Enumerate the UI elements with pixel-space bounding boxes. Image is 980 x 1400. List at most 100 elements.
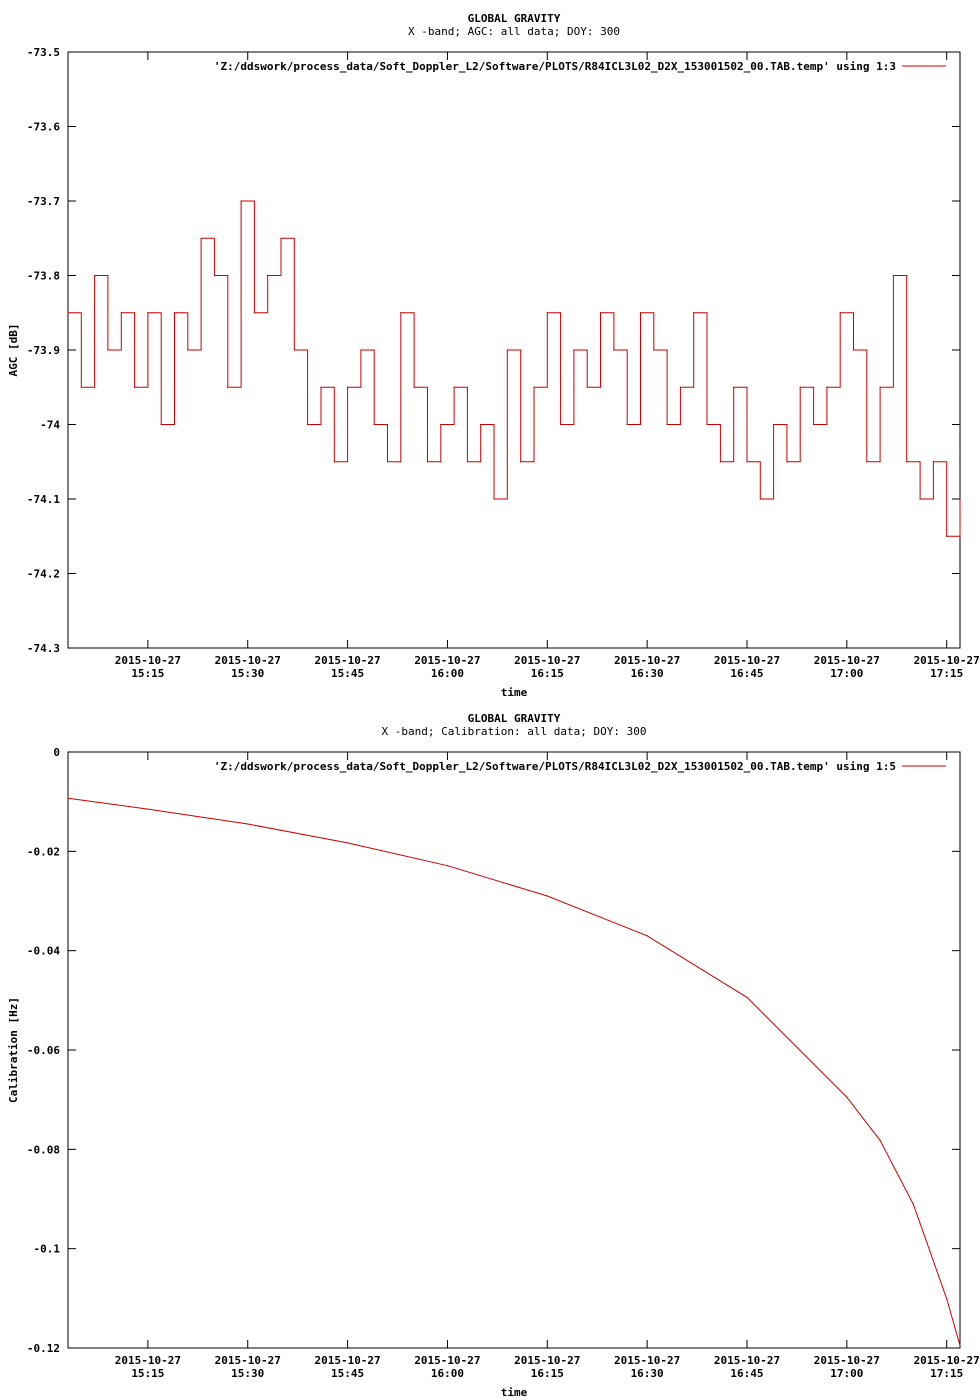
y-tick-label: -74.1 bbox=[27, 493, 60, 506]
data-point bbox=[879, 1139, 881, 1141]
chart-subtitle: X -band; Calibration: all data; DOY: 300 bbox=[382, 725, 647, 738]
y-tick-label: -74.2 bbox=[27, 568, 60, 581]
data-point bbox=[247, 823, 249, 825]
y-tick-label: -0.12 bbox=[27, 1342, 60, 1355]
data-point bbox=[846, 1096, 848, 1098]
data-point bbox=[573, 349, 575, 351]
x-tick-time: 15:45 bbox=[331, 1367, 364, 1380]
x-tick-date: 2015-10-27 bbox=[714, 1354, 780, 1367]
x-tick-time: 16:30 bbox=[631, 1367, 664, 1380]
data-point bbox=[959, 498, 961, 500]
data-point bbox=[307, 423, 309, 426]
data-point bbox=[546, 895, 548, 897]
data-point bbox=[426, 461, 429, 463]
x-tick-date: 2015-10-27 bbox=[814, 1354, 880, 1367]
data-point bbox=[267, 274, 269, 277]
data-point bbox=[559, 423, 562, 426]
data-point bbox=[912, 1203, 915, 1206]
y-axis-label: Calibration [Hz] bbox=[7, 997, 20, 1103]
data-point bbox=[213, 274, 216, 277]
data-point bbox=[599, 312, 602, 314]
data-point bbox=[773, 423, 775, 426]
x-tick-date: 2015-10-27 bbox=[914, 1354, 980, 1367]
y-tick-label: -74 bbox=[40, 419, 60, 432]
series-line bbox=[67, 797, 961, 1346]
data-point bbox=[453, 386, 455, 388]
x-tick-time: 16:15 bbox=[531, 1367, 564, 1380]
data-point bbox=[679, 386, 682, 388]
x-tick-time: 16:45 bbox=[730, 1367, 763, 1380]
x-tick-time: 15:45 bbox=[331, 667, 364, 680]
data-point bbox=[613, 349, 615, 351]
data-point bbox=[386, 461, 389, 463]
x-tick-date: 2015-10-27 bbox=[514, 1354, 580, 1367]
data-point bbox=[147, 312, 149, 314]
data-point bbox=[67, 312, 69, 314]
x-tick-time: 16:30 bbox=[631, 667, 664, 680]
y-tick-label: -73.6 bbox=[27, 121, 60, 134]
data-point bbox=[852, 349, 855, 351]
x-tick-date: 2015-10-27 bbox=[514, 654, 580, 667]
data-point bbox=[333, 461, 335, 463]
data-point bbox=[107, 349, 109, 351]
y-tick-label: -74.3 bbox=[27, 642, 60, 655]
y-tick-label: -73.5 bbox=[27, 46, 60, 59]
data-point bbox=[240, 200, 242, 202]
data-point bbox=[346, 842, 349, 844]
x-tick-date: 2015-10-27 bbox=[614, 654, 680, 667]
y-tick-label: -0.1 bbox=[34, 1243, 61, 1256]
data-point bbox=[253, 312, 255, 314]
x-tick-time: 16:45 bbox=[730, 667, 763, 680]
y-tick-label: -0.08 bbox=[27, 1143, 60, 1156]
data-point bbox=[639, 312, 642, 314]
x-tick-time: 15:30 bbox=[231, 667, 264, 680]
data-point bbox=[147, 808, 149, 810]
data-point bbox=[187, 349, 189, 351]
data-point bbox=[120, 312, 122, 314]
data-point bbox=[533, 386, 535, 388]
x-tick-time: 16:15 bbox=[531, 667, 564, 680]
x-tick-time: 17:15 bbox=[930, 1367, 963, 1380]
data-point bbox=[946, 1298, 948, 1300]
x-tick-time: 16:00 bbox=[431, 1367, 464, 1380]
x-tick-time: 16:00 bbox=[431, 667, 464, 680]
data-point bbox=[826, 386, 828, 388]
series-line bbox=[68, 200, 961, 537]
y-tick-label: -73.7 bbox=[27, 195, 60, 208]
x-tick-date: 2015-10-27 bbox=[314, 654, 380, 667]
data-point bbox=[879, 386, 881, 388]
data-point bbox=[133, 386, 136, 388]
data-point bbox=[94, 274, 96, 277]
x-tick-date: 2015-10-27 bbox=[115, 1354, 181, 1367]
y-tick-label: -73.8 bbox=[27, 270, 60, 283]
data-point bbox=[892, 274, 895, 277]
x-tick-date: 2015-10-27 bbox=[314, 1354, 380, 1367]
data-point bbox=[839, 312, 841, 314]
data-point bbox=[746, 996, 748, 998]
data-point bbox=[586, 386, 588, 388]
data-point bbox=[360, 349, 362, 351]
x-tick-date: 2015-10-27 bbox=[814, 654, 880, 667]
data-point bbox=[67, 797, 69, 799]
data-point bbox=[946, 535, 948, 537]
x-tick-date: 2015-10-27 bbox=[614, 1354, 680, 1367]
x-tick-date: 2015-10-27 bbox=[215, 1354, 281, 1367]
x-tick-time: 15:15 bbox=[131, 667, 164, 680]
data-point bbox=[466, 461, 469, 463]
data-point bbox=[493, 498, 495, 500]
chart-title: GLOBAL GRAVITY bbox=[468, 712, 561, 725]
y-tick-label: -0.06 bbox=[27, 1044, 60, 1057]
data-point bbox=[320, 386, 322, 388]
y-axis-label: AGC [dB] bbox=[7, 324, 20, 377]
data-point bbox=[666, 423, 668, 426]
y-tick-label: -0.02 bbox=[27, 845, 60, 858]
plot-frame bbox=[67, 751, 961, 1349]
data-point bbox=[786, 461, 788, 463]
y-tick-label: -0.04 bbox=[27, 945, 60, 958]
legend-label: 'Z:/ddswork/process_data/Soft_Doppler_L2… bbox=[214, 760, 896, 773]
data-point bbox=[227, 386, 229, 388]
x-tick-date: 2015-10-27 bbox=[115, 654, 181, 667]
data-point bbox=[719, 461, 721, 463]
